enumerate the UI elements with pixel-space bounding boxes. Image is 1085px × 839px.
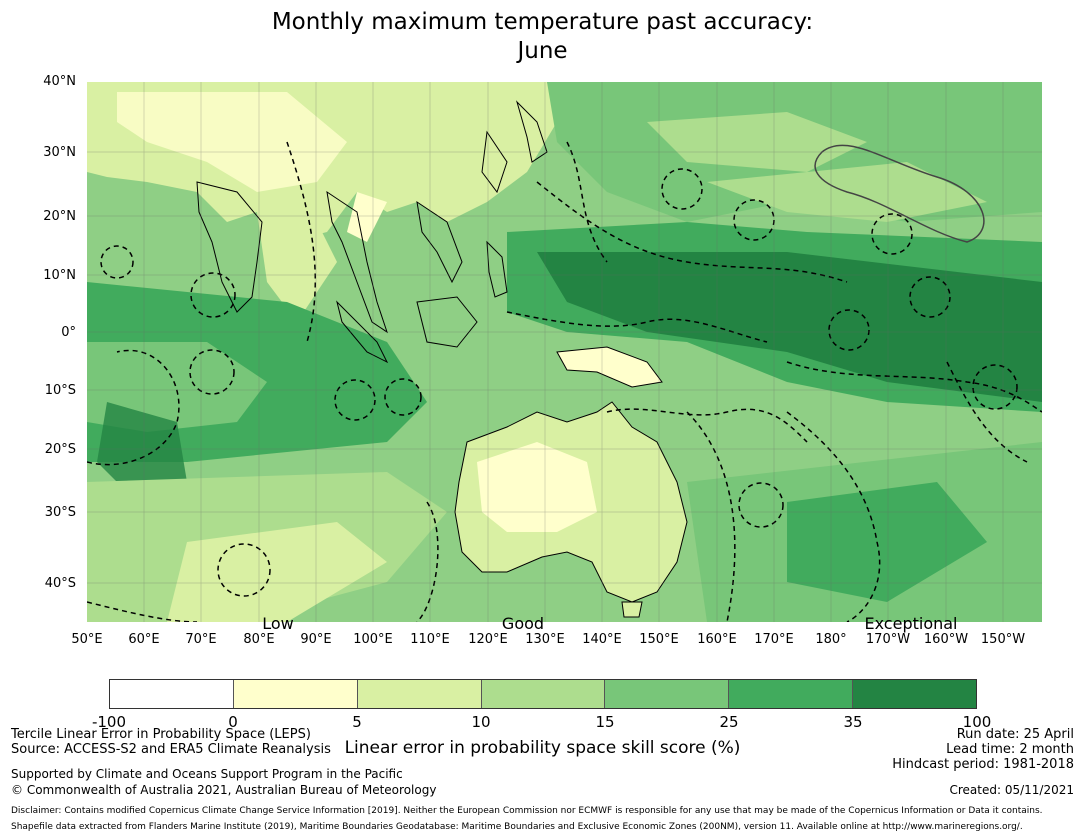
skill-map bbox=[87, 82, 1042, 622]
lon-label-100e: 100°E bbox=[353, 632, 393, 647]
lead-time: Lead time: 2 month bbox=[946, 742, 1074, 757]
lon-label-70e: 70°E bbox=[185, 632, 217, 647]
lon-label-160w: 160°W bbox=[923, 632, 969, 647]
lon-label-110e: 110°E bbox=[410, 632, 450, 647]
lon-label-60e: 60°E bbox=[128, 632, 160, 647]
lon-label-90e: 90°E bbox=[300, 632, 332, 647]
lon-label-130e: 130°E bbox=[525, 632, 565, 647]
lat-label-10n: 10°N bbox=[43, 268, 76, 283]
lat-label-30n: 30°N bbox=[43, 145, 76, 160]
lat-label-20n: 20°N bbox=[43, 209, 76, 224]
colorbar-tick: 25 bbox=[719, 713, 739, 731]
lat-label-20s: 20°S bbox=[44, 442, 76, 457]
colorbar-label: Linear error in probability space skill … bbox=[344, 738, 741, 758]
lon-label-150e: 150°E bbox=[639, 632, 679, 647]
colorbar-seg-6 bbox=[729, 680, 854, 708]
disclaimer: Disclaimer: Contains modified Copernicus… bbox=[11, 806, 1043, 816]
map-canvas bbox=[87, 82, 1042, 622]
lat-label-0: 0° bbox=[61, 325, 76, 340]
colorbar-tick: 0 bbox=[228, 713, 238, 731]
title-line-1: Monthly maximum temperature past accurac… bbox=[271, 9, 814, 35]
lon-label-160e: 160°E bbox=[697, 632, 737, 647]
colorbar-tick: 35 bbox=[843, 713, 863, 731]
created-date: Created: 05/11/2021 bbox=[949, 783, 1074, 797]
colorbar-seg-7 bbox=[853, 680, 977, 708]
run-date: Run date: 25 April bbox=[956, 727, 1074, 742]
lon-label-170w: 170°W bbox=[865, 632, 911, 647]
support-text: Supported by Climate and Oceans Support … bbox=[11, 767, 403, 781]
colorbar-seg-2 bbox=[233, 680, 358, 708]
category-good: Good bbox=[501, 614, 545, 633]
colorbar bbox=[109, 679, 977, 709]
lat-label-40s: 40°S bbox=[44, 576, 76, 591]
colorbar-seg-4 bbox=[481, 680, 606, 708]
lat-label-40n: 40°N bbox=[43, 74, 76, 89]
colorbar-tick: 15 bbox=[595, 713, 615, 731]
lon-label-150w: 150°W bbox=[980, 632, 1026, 647]
hindcast-period: Hindcast period: 1981-2018 bbox=[892, 757, 1074, 772]
colorbar-tick: 10 bbox=[471, 713, 491, 731]
lat-label-10s: 10°S bbox=[44, 383, 76, 398]
copyright-text: © Commonwealth of Australia 2021, Austra… bbox=[11, 783, 437, 797]
category-exceptional: Exceptional bbox=[864, 614, 958, 633]
colorbar-seg-3 bbox=[357, 680, 482, 708]
title-line-2: June bbox=[517, 38, 568, 64]
colorbar-tick: 100 bbox=[962, 713, 992, 731]
lon-label-50e: 50°E bbox=[71, 632, 103, 647]
colorbar-tick: -100 bbox=[91, 713, 127, 731]
lon-label-140e: 140°E bbox=[582, 632, 622, 647]
lat-label-30s: 30°S bbox=[44, 505, 76, 520]
colorbar-seg-1 bbox=[110, 680, 234, 708]
lon-label-180: 180° bbox=[815, 632, 847, 647]
category-low: Low bbox=[262, 614, 294, 633]
shapefile-credit: Shapefile data extracted from Flanders M… bbox=[11, 822, 1023, 832]
lon-label-170e: 170°E bbox=[754, 632, 794, 647]
colorbar-tick: 5 bbox=[352, 713, 362, 731]
source-text: Source: ACCESS-S2 and ERA5 Climate Reana… bbox=[11, 742, 331, 757]
lon-label-80e: 80°E bbox=[243, 632, 275, 647]
chart-title: Monthly maximum temperature past accurac… bbox=[0, 8, 1085, 66]
colorbar-seg-5 bbox=[605, 680, 730, 708]
lon-label-120e: 120°E bbox=[468, 632, 508, 647]
method-text: Tercile Linear Error in Probability Spac… bbox=[11, 727, 311, 742]
